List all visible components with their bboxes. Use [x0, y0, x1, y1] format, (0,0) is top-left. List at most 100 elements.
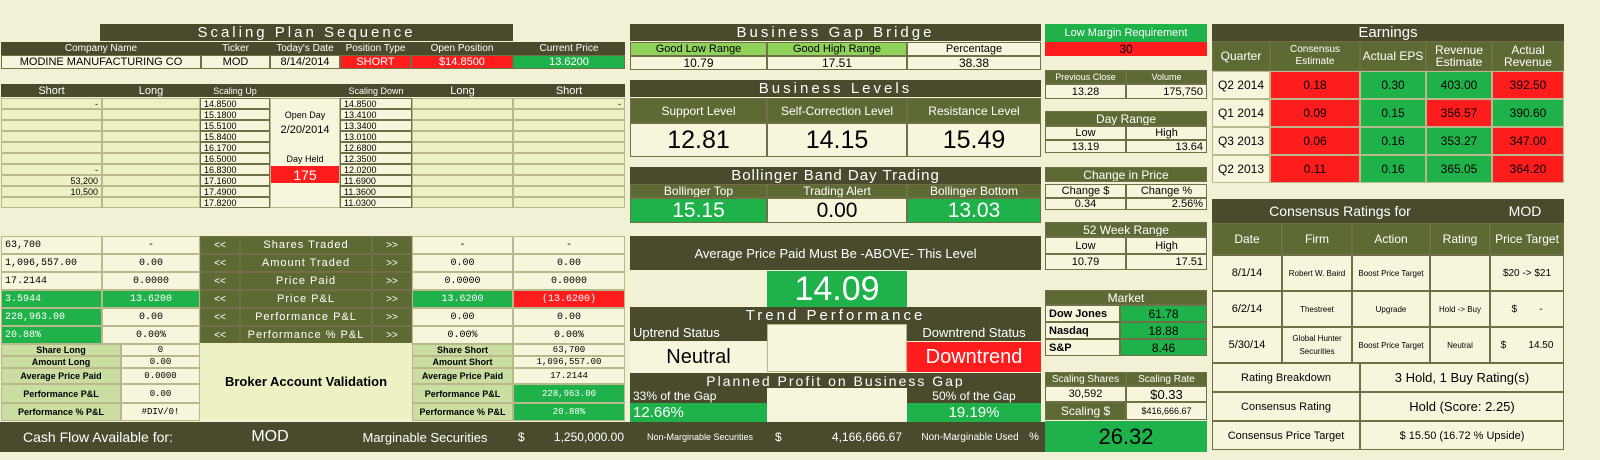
summary-long-left: 13.6200 — [102, 290, 200, 308]
grid-short-right — [513, 175, 625, 186]
gap-value: 17.51 — [767, 56, 907, 70]
col-short-right: Short — [513, 84, 625, 97]
validation-left-label: Performance P&L — [1, 384, 121, 403]
earnings-cell: 347.00 — [1492, 127, 1564, 155]
ratings-cell: Robert W. Baird — [1282, 255, 1352, 291]
summary-long-left: 0.00 — [102, 308, 200, 326]
earnings-header: Revenue Estimate — [1426, 41, 1492, 71]
avg-price-value: 14.09 — [767, 271, 907, 307]
marginable-currency: $ — [518, 430, 525, 444]
grid-short-right — [513, 142, 625, 153]
ratings-ticker: MOD — [1508, 203, 1542, 219]
grid-scaling-down: 12.6800 — [340, 142, 412, 153]
ratings-summary-label: Consensus Rating — [1212, 392, 1360, 421]
summary-label: Performance % P&L — [240, 326, 372, 344]
bollinger-value: 15.15 — [630, 198, 767, 223]
grid-long-left — [102, 131, 200, 142]
grid-scaling-down: 13.3400 — [340, 120, 412, 131]
earnings-cell: 0.30 — [1360, 71, 1426, 99]
scaling-value: $0.33 — [1126, 386, 1207, 402]
avg-price-label: Average Price Paid Must Be -ABOVE- This … — [630, 236, 1041, 270]
grid-short-right — [513, 120, 625, 131]
grid-short-right — [513, 164, 625, 175]
grid-short-right — [513, 153, 625, 164]
grid-short-right — [513, 131, 625, 142]
grid-long-right — [412, 186, 513, 197]
grid-scaling-up: 14.8500 — [200, 98, 270, 109]
week52-header: Low — [1045, 237, 1126, 254]
earnings-cell: 0.09 — [1270, 99, 1360, 127]
earnings-header: Consensus Estimate — [1270, 41, 1360, 71]
ratings-cell: Boost Price Target — [1352, 255, 1430, 291]
grid-short-right — [513, 109, 625, 120]
level-header: Resistance Level — [907, 98, 1041, 123]
grid-long-right — [412, 175, 513, 186]
grid-scaling-up: 16.1700 — [200, 142, 270, 153]
ratings-header: Price Target — [1490, 223, 1564, 255]
ratings-summary-value: $ 15.50 (16.72 % Upside) — [1360, 421, 1564, 450]
ratings-summary-value: 3 Hold, 1 Buy Rating(s) — [1360, 363, 1564, 392]
level-value: 12.81 — [630, 123, 767, 157]
validation-left-label: Average Price Paid — [1, 368, 121, 384]
grid-scaling-down: 12.3500 — [340, 153, 412, 164]
grid-scaling-down: 14.8500 — [340, 98, 412, 109]
summary-short-left: 17.2144 — [1, 272, 102, 290]
grid-short-left: 53,200 — [1, 175, 102, 186]
earnings-title: Earnings — [1212, 24, 1564, 41]
marginable-value: 1,250,000.00 — [553, 430, 624, 444]
low-margin-value: 30 — [1045, 42, 1207, 56]
scaling-plan-value: MODINE MANUFACTURING CO — [1, 55, 201, 69]
earnings-cell: 365.05 — [1426, 155, 1492, 183]
validation-left-label: Performance % P&L — [1, 403, 121, 421]
grid-short-left: - — [1, 98, 102, 109]
arrow-right: >> — [372, 308, 412, 326]
prev-close-header: Previous Close — [1045, 70, 1126, 84]
validation-right-label: Performance % P&L — [412, 403, 513, 421]
ratings-header: Rating — [1430, 223, 1490, 255]
arrow-right: >> — [372, 290, 412, 308]
grid-long-left — [102, 98, 200, 109]
bollinger-header: Trading Alert — [767, 184, 907, 198]
validation-right-value: 1,096,557.00 — [513, 356, 625, 368]
summary-label: Amount Traded — [240, 254, 372, 272]
summary-label: Shares Traded — [240, 236, 372, 254]
market-name: Nasdaq — [1045, 322, 1120, 339]
gap-value: 38.38 — [907, 56, 1041, 70]
earnings-header: Actual Revenue — [1492, 41, 1564, 71]
market-value: 8.46 — [1120, 339, 1207, 356]
summary-short-right: 0.00 — [513, 254, 625, 272]
grid-scaling-down: 13.0100 — [340, 131, 412, 142]
gap-header: Good Low Range — [630, 42, 767, 56]
arrow-right: >> — [372, 326, 412, 344]
business-levels-title: Business Levels — [630, 80, 1041, 97]
earnings-cell: Q2 2014 — [1212, 71, 1270, 99]
col-long-left: Long — [102, 84, 200, 97]
summary-short-left: 228,963.00 — [1, 308, 102, 326]
market-value: 18.88 — [1120, 322, 1207, 339]
validation-left-label: Share Long — [1, 344, 121, 356]
downtrend-label: Downtrend Status — [907, 324, 1041, 341]
grid-long-right — [412, 142, 513, 153]
summary-label: Price P&L — [240, 290, 372, 308]
arrow-left: << — [200, 254, 240, 272]
col-long-right: Long — [412, 84, 513, 97]
grid-scaling-down: 11.0300 — [340, 197, 412, 208]
arrow-left: << — [200, 308, 240, 326]
earnings-cell: 364.20 — [1492, 155, 1564, 183]
validation-left-value: #DIV/0! — [121, 403, 200, 421]
col-scaling-down: Scaling Down — [340, 84, 412, 97]
planned-50-value: 19.19% — [907, 403, 1041, 422]
broker-validation-title: Broker Account Validation — [200, 343, 412, 420]
scaling-plan-value: 13.6200 — [513, 55, 625, 69]
grid-long-left — [102, 186, 200, 197]
bollinger-value: 0.00 — [767, 198, 907, 223]
change-header: Change % — [1126, 184, 1207, 198]
grid-scaling-down: 13.4100 — [340, 109, 412, 120]
grid-scaling-up: 17.4900 — [200, 186, 270, 197]
summary-short-left: 63,700 — [1, 236, 102, 254]
prev-close-value: 13.28 — [1045, 84, 1126, 99]
earnings-header: Actual EPS — [1360, 41, 1426, 71]
grid-long-left — [102, 142, 200, 153]
grid-long-right — [412, 164, 513, 175]
ratings-cell: $ - — [1490, 291, 1564, 327]
